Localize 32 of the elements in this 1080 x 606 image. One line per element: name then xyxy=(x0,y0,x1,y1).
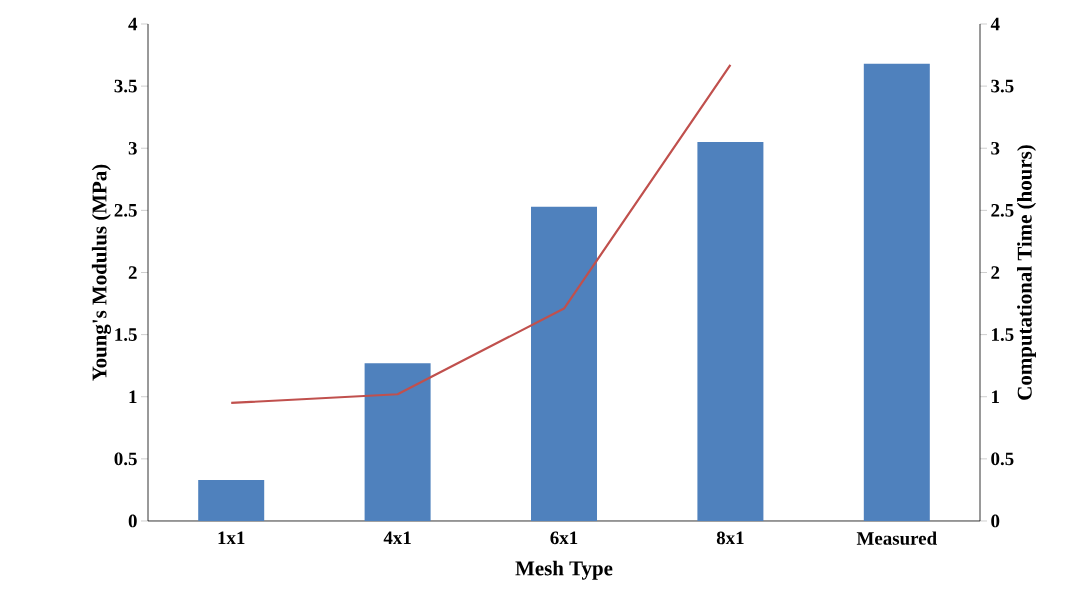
x-tick-label: Measured xyxy=(856,531,937,545)
x-axis-title: Mesh Type xyxy=(515,560,613,580)
y2-tick-label: 1.5 xyxy=(992,328,1014,341)
y2-tick-label: 4 xyxy=(990,17,1000,31)
y-tick-label: 3 xyxy=(128,141,137,155)
y-tick-label: 0.5 xyxy=(114,452,137,466)
y-tick-label: 1.5 xyxy=(115,328,137,341)
bar xyxy=(531,206,598,521)
line-series xyxy=(230,63,732,405)
y-tick-label: 3.5 xyxy=(114,79,137,93)
y2-tick-label: 2 xyxy=(991,266,1000,279)
bar xyxy=(198,479,265,521)
y-axis-title: Young's Modulus (MPa) xyxy=(91,164,111,381)
y-tick-label: 2.5 xyxy=(114,203,137,217)
bar xyxy=(863,63,930,521)
y2-tick-label: 3 xyxy=(991,141,1000,155)
y-tick-label: 2 xyxy=(128,266,137,279)
x-tick-label: 1x1 xyxy=(218,531,245,544)
y2-tick-label: 0.5 xyxy=(991,452,1014,466)
x-tick-label: 8x1 xyxy=(716,531,744,545)
y2-axis-title: Computational Time (hours) xyxy=(1017,145,1036,400)
y-tick-label: 0 xyxy=(128,514,137,528)
y2-tick-label: 2.5 xyxy=(991,203,1014,217)
bar xyxy=(697,142,764,521)
y-tick-label: 1 xyxy=(129,390,137,403)
y2-tick-label: 3.5 xyxy=(991,79,1014,93)
x-tick-label: 4x1 xyxy=(383,531,411,544)
y2-tick-label: 0 xyxy=(991,514,1000,528)
y2-tick-label: 1 xyxy=(992,390,1000,403)
bar xyxy=(364,363,431,521)
y-tick-label: 4 xyxy=(128,17,138,31)
x-tick-label: 6x1 xyxy=(550,531,578,545)
